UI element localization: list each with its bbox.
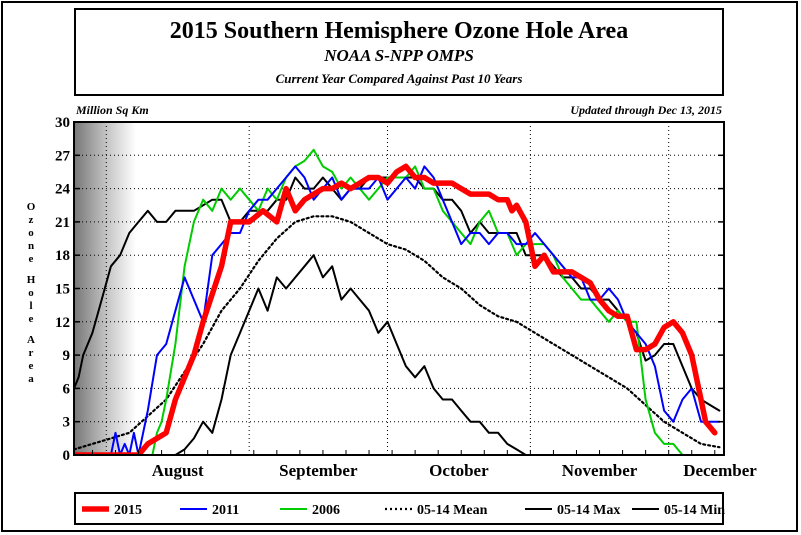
y-tick-label: 30 (55, 115, 70, 131)
series-line-2015 (74, 163, 718, 455)
y-tick-label: 18 (55, 248, 70, 264)
legend-label: 05-14 Max (557, 503, 620, 518)
unit-label: Million Sq Km (75, 103, 149, 117)
series-group (74, 148, 724, 455)
legend-label: 05-14 Mean (417, 503, 488, 518)
legend-box (74, 492, 724, 525)
series-line-05-14-mean (74, 215, 721, 451)
series-line-05-14-min (74, 254, 724, 455)
legend-label: 2006 (312, 503, 340, 518)
y-tick-label: 6 (63, 381, 71, 397)
title-box: 2015 Southern Hemisphere Ozone Hole Area… (74, 8, 724, 96)
y-tick-label: 27 (55, 148, 71, 164)
chart-subtitle: NOAA S-NPP OMPS (324, 46, 474, 65)
y-tick-label: 12 (55, 315, 70, 331)
month-label: December (683, 461, 757, 480)
month-label: August (152, 461, 204, 480)
month-label: October (429, 461, 489, 480)
legend: 2015 2011 2006 05-14 Mean 05-14 Max 05-14 Min (82, 503, 725, 518)
month-label: September (279, 461, 358, 480)
y-tick-label: 21 (55, 215, 70, 231)
chart-title: 2015 Southern Hemisphere Ozone Hole Area (169, 18, 629, 44)
legend-label: 2015 (114, 503, 142, 518)
y-tick-label: 3 (63, 415, 71, 431)
y-tick-label: 15 (55, 282, 70, 298)
y-tick-label: 0 (63, 448, 71, 464)
month-label: November (562, 461, 638, 480)
legend-label: 2011 (212, 503, 239, 518)
y-tick-label: 9 (63, 348, 71, 364)
series-line-2011 (74, 165, 721, 455)
chart-caption: Current Year Compared Against Past 10 Ye… (275, 71, 523, 86)
updated-note: Updated through Dec 13, 2015 (570, 103, 722, 117)
y-tick-label: 24 (55, 182, 71, 198)
legend-label: 05-14 Min (664, 503, 725, 518)
axes: 0 3 6 9 12 15 18 21 24 27 30 August September October… (55, 115, 757, 480)
